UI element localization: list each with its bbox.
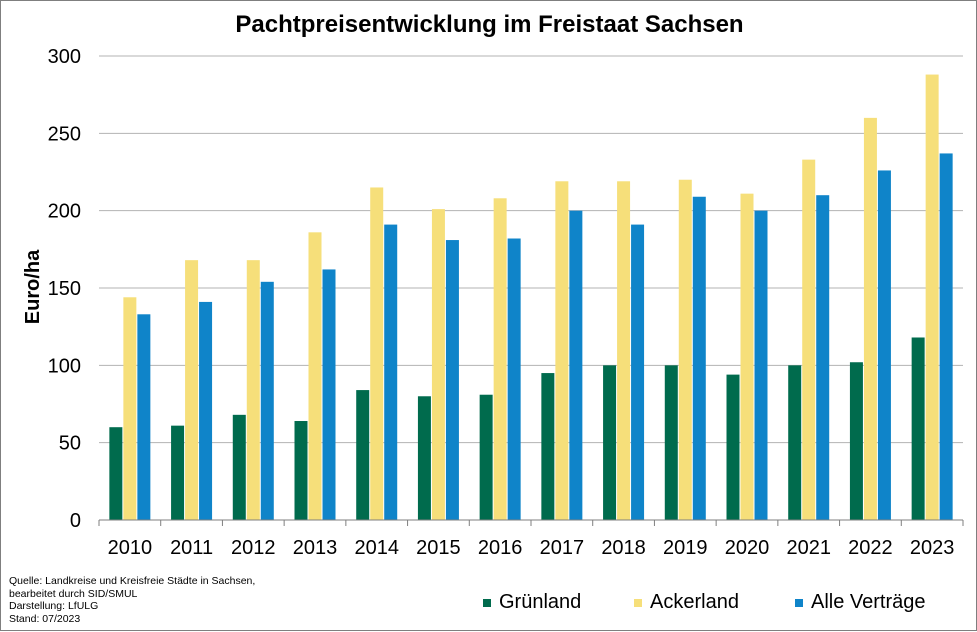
source-line: Darstellung: LfULG	[9, 600, 99, 612]
bar-alle-vertraege	[507, 238, 521, 521]
x-tick-label: 2010	[108, 537, 153, 559]
bar-alle-vertraege	[569, 210, 583, 520]
legend-label: Grünland	[499, 591, 582, 613]
bar-ackerland	[925, 74, 939, 520]
y-axis-label: Euro/ha	[22, 249, 44, 324]
bar-gruenland	[356, 390, 370, 520]
bar-ackerland	[678, 179, 692, 520]
source-note: Quelle: Landkreise und Kreisfreie Städte…	[9, 575, 255, 625]
x-tick-label: 2013	[293, 537, 338, 559]
x-tick-label: 2023	[910, 537, 955, 559]
x-tick-label: 2011	[170, 537, 213, 559]
x-tick-label: 2022	[848, 537, 893, 559]
bar-gruenland	[849, 362, 863, 520]
legend-label: Alle Verträge	[811, 591, 926, 613]
source-line: Stand: 07/2023	[9, 612, 81, 625]
bar-gruenland	[417, 396, 431, 520]
bar-alle-vertraege	[754, 210, 768, 520]
y-tick-label: 0	[70, 510, 81, 532]
gridlines	[99, 55, 963, 444]
bar-ackerland	[802, 159, 816, 521]
y-tick-label: 250	[48, 123, 81, 145]
x-tick-label: 2014	[354, 537, 399, 559]
bar-alle-vertraege	[692, 196, 706, 520]
bar-alle-vertraege	[137, 314, 151, 520]
bar-alle-vertraege	[445, 240, 459, 520]
legend-item-alle-vertraege: Alle Verträge	[795, 591, 926, 614]
bar-alle-vertraege	[322, 269, 336, 520]
x-tick-label: 2021	[786, 537, 831, 559]
bar-gruenland	[603, 365, 617, 520]
bar-gruenland	[788, 365, 802, 520]
x-tick-labels: 2010 2011 2012 2013 2014 2015 2016 2017 2018 2019…	[108, 537, 955, 559]
legend-label: Ackerland	[650, 591, 739, 613]
bar-ackerland	[740, 193, 754, 521]
bar-ackerland	[493, 198, 507, 520]
x-tick-label: 2012	[231, 537, 276, 559]
bar-ackerland	[246, 260, 260, 520]
x-tick-label: 2017	[540, 537, 585, 559]
bar-gruenland	[171, 425, 185, 520]
bar-gruenland	[479, 394, 493, 520]
bar-alle-vertraege	[199, 301, 213, 520]
legend-item-ackerland: Ackerland	[634, 591, 739, 614]
source-line: Quelle: Landkreise und Kreisfreie Städte…	[9, 575, 256, 587]
bar-ackerland	[185, 260, 199, 520]
legend-item-gruenland: Grünland	[483, 591, 581, 614]
x-tick-label: 2018	[601, 537, 646, 559]
bar-gruenland	[664, 365, 678, 520]
bar-ackerland	[370, 187, 384, 520]
bar-ackerland	[863, 117, 877, 520]
bar-ackerland	[555, 181, 569, 520]
x-tick-label: 2020	[725, 537, 770, 559]
legend-swatch	[634, 598, 642, 607]
bar-alle-vertraege	[877, 170, 891, 520]
legend-swatch	[483, 598, 491, 607]
bar-gruenland	[541, 373, 555, 520]
bar-alle-vertraege	[939, 153, 953, 520]
bar-alle-vertraege	[384, 224, 398, 520]
axes	[98, 519, 964, 526]
chart-title: Pachtpreisentwicklung im Freistaat Sachs…	[235, 11, 744, 38]
y-tick-label: 200	[48, 201, 81, 223]
bar-gruenland	[294, 421, 308, 520]
bar-ackerland	[123, 297, 137, 520]
bar-ackerland	[617, 181, 631, 520]
source-line: bearbeitet durch SID/SMUL	[9, 587, 138, 600]
bar-ackerland	[431, 209, 445, 520]
y-tick-labels: 0 50 100 150 200 250 300	[48, 46, 81, 532]
y-tick-label: 300	[48, 46, 81, 68]
bar-gruenland	[232, 414, 246, 520]
x-tick-label: 2016	[478, 537, 523, 559]
bar-gruenland	[911, 337, 925, 520]
bars	[109, 74, 953, 521]
x-tick-label: 2019	[663, 537, 708, 559]
bar-gruenland	[726, 374, 740, 520]
y-tick-label: 150	[48, 278, 81, 300]
bar-alle-vertraege	[260, 281, 274, 520]
bar-alle-vertraege	[631, 224, 645, 520]
bar-alle-vertraege	[816, 195, 830, 520]
bar-gruenland	[109, 427, 123, 520]
x-tick-label: 2015	[416, 537, 461, 559]
legend: Grünland Ackerland Alle Verträge	[1, 591, 977, 613]
bar-ackerland	[308, 232, 322, 520]
legend-swatch	[795, 598, 803, 607]
y-tick-label: 50	[59, 433, 81, 455]
y-tick-label: 100	[48, 355, 81, 377]
